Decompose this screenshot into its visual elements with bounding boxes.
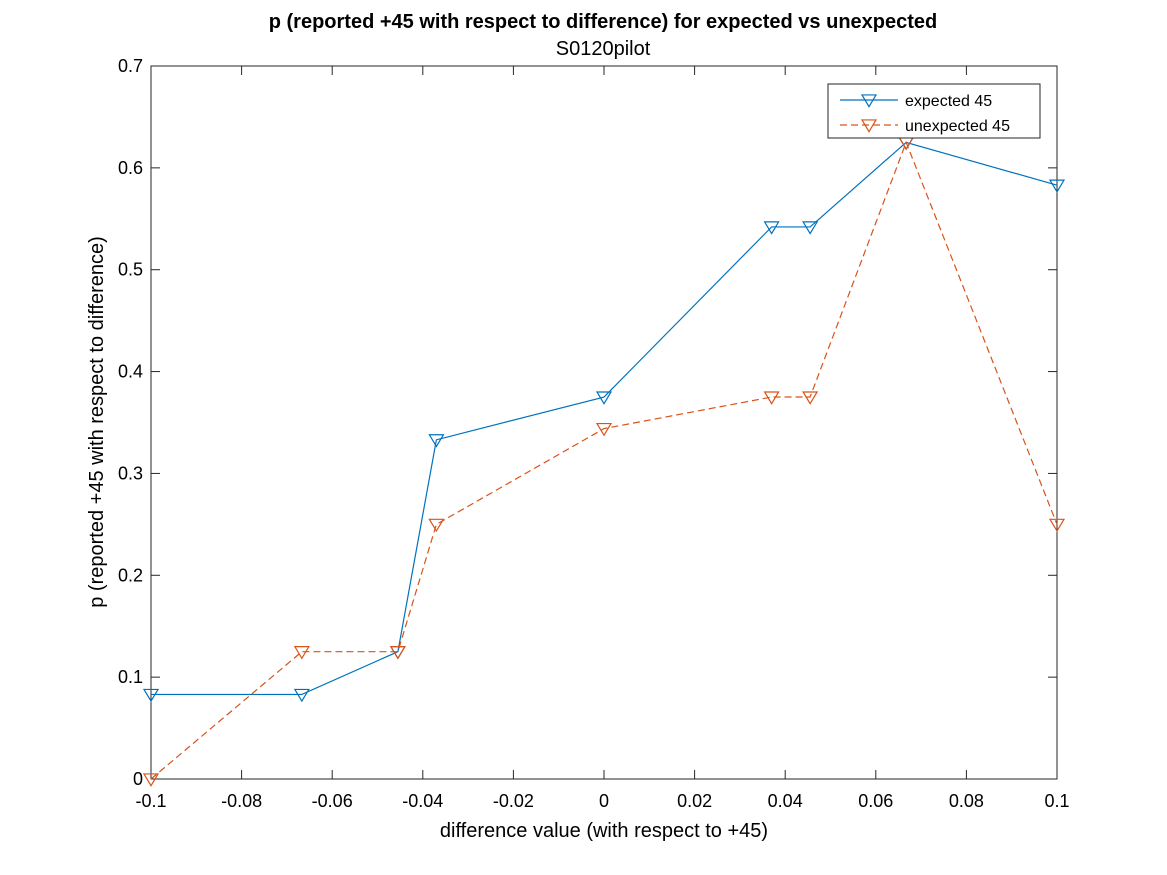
series-1-point <box>1048 518 1066 533</box>
series-0-point <box>142 688 160 703</box>
y-tick-label: 0.4 <box>118 362 143 382</box>
legend-box <box>827 83 1041 139</box>
x-tick-label: 0 <box>599 791 609 811</box>
series-0-point <box>293 688 310 703</box>
series-1-point <box>389 646 406 660</box>
x-tick-label: 0.04 <box>768 791 803 811</box>
x-tick-label: -0.06 <box>312 791 353 811</box>
series-layer <box>142 136 1066 787</box>
y-tick-label: 0 <box>133 769 143 789</box>
legend-label-0: expected 45 <box>905 93 992 110</box>
series-line-0 <box>151 141 1058 696</box>
legend-marker-1 <box>860 119 878 133</box>
x-tick-label: -0.02 <box>493 791 534 811</box>
x-tick-label: 0.06 <box>858 791 893 811</box>
x-axis-label: difference value (with respect to +45) <box>440 820 768 842</box>
y-tick-label: 0.6 <box>118 158 143 178</box>
chart-subtitle: S0120pilot <box>556 38 651 60</box>
y-tick-label: 0.2 <box>118 565 143 585</box>
series-1-point <box>595 422 613 437</box>
x-tick-label: -0.1 <box>135 791 166 811</box>
x-tick-label: 0.1 <box>1044 791 1069 811</box>
x-tick-label: 0.08 <box>949 791 984 811</box>
series-1-point <box>142 773 160 787</box>
y-tick-label: 0.3 <box>118 463 143 483</box>
series-0-point <box>763 221 780 235</box>
y-tick-label: 0.5 <box>118 260 143 280</box>
series-0-point <box>802 221 819 235</box>
series-1-point <box>763 391 780 405</box>
series-1-point <box>428 518 445 533</box>
series-0-point <box>428 434 445 448</box>
legend: expected 45 unexpected 45 <box>827 83 1041 139</box>
x-tick-label: -0.08 <box>221 791 262 811</box>
x-tick-label: 0.02 <box>677 791 712 811</box>
chart-title: p (reported +45 with respect to differen… <box>269 11 938 33</box>
series-line-1 <box>150 140 1058 780</box>
y-tick-label: 0.1 <box>118 667 143 687</box>
series-0-point <box>1048 179 1066 193</box>
x-tick-label: -0.04 <box>402 791 443 811</box>
axis-ticks: -0.1 -0.08 -0.06 -0.04 -0.02 0 0.02 0.04 0.06 0.0… <box>118 56 1070 811</box>
plot-area <box>150 65 1058 780</box>
series-0-point <box>595 391 613 405</box>
y-tick-label: 0.7 <box>118 56 143 76</box>
y-axis-label: p (reported +45 with respect to differen… <box>86 236 108 608</box>
legend-marker-0 <box>860 94 878 108</box>
legend-label-1: unexpected 45 <box>905 118 1010 135</box>
series-1-point <box>293 646 310 660</box>
series-1-point <box>802 391 819 405</box>
